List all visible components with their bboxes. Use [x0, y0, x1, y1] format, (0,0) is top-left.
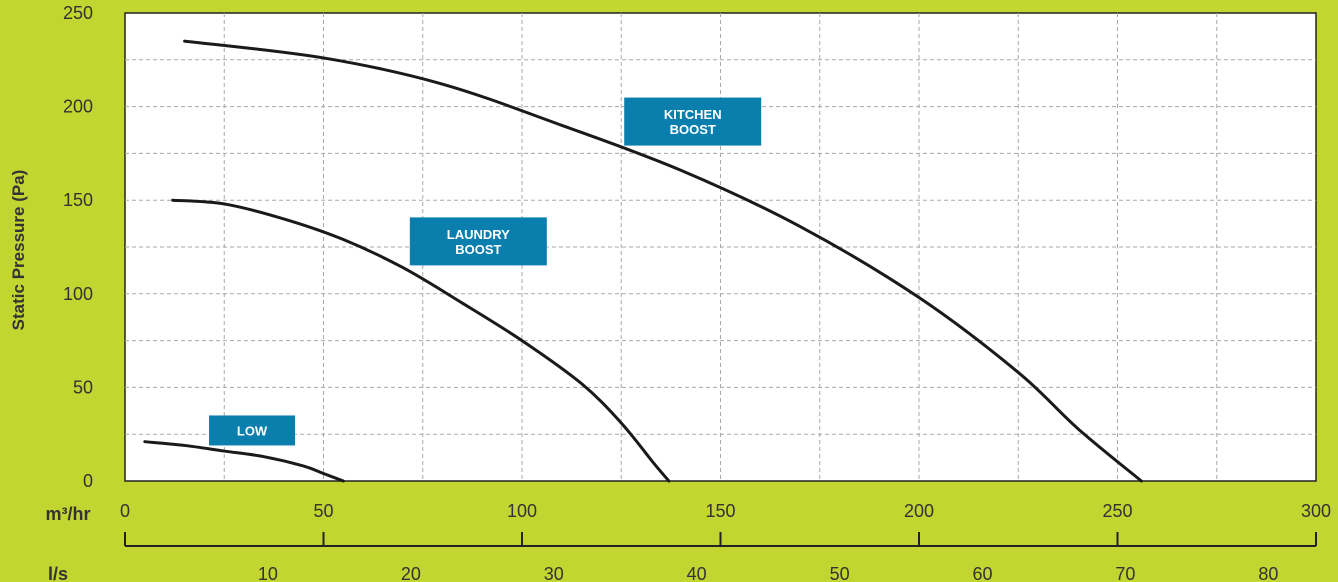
- x-secondary-unit-label: l/s: [48, 564, 68, 582]
- y-tick-label: 250: [63, 3, 93, 23]
- y-tick-label: 0: [83, 471, 93, 491]
- x-tick-label-ls: 40: [687, 564, 707, 582]
- x-tick-label-m3hr: 200: [904, 501, 934, 521]
- x-tick-label-ls: 30: [544, 564, 564, 582]
- curve-low: [143, 440, 345, 483]
- x-tick-label-m3hr: 150: [705, 501, 735, 521]
- y-tick-label: 50: [73, 377, 93, 397]
- series-label-text: LOW: [237, 423, 268, 438]
- x-tick-label-ls: 20: [401, 564, 421, 582]
- series-label-text: KITCHEN: [664, 107, 722, 122]
- x-tick-label-ls: 10: [258, 564, 278, 582]
- series-label-box: [624, 97, 762, 146]
- series-label-box: [209, 415, 296, 446]
- x-tick-label-ls: 50: [830, 564, 850, 582]
- y-axis-title: Static Pressure (Pa): [9, 170, 28, 331]
- y-tick-label: 200: [63, 97, 93, 117]
- x-tick-label-ls: 60: [973, 564, 993, 582]
- series-label-box: [409, 217, 547, 266]
- x-tick-label-m3hr: 250: [1102, 501, 1132, 521]
- x-tick-label-ls: 80: [1258, 564, 1278, 582]
- x-tick-label-m3hr: 0: [120, 501, 130, 521]
- y-tick-label: 150: [63, 190, 93, 210]
- curve-laundry-boost: [171, 198, 671, 483]
- x-primary-unit-label: m³/hr: [46, 504, 91, 524]
- series-label-text: BOOST: [455, 242, 501, 257]
- series-label-text: BOOST: [670, 122, 716, 137]
- x-tick-label-m3hr: 300: [1301, 501, 1331, 521]
- curve-kitchen-boost: [183, 39, 1143, 483]
- y-tick-label: 100: [63, 284, 93, 304]
- series-label-low: LOW: [209, 415, 296, 446]
- series-label-text: LAUNDRY: [447, 227, 510, 242]
- x-tick-label-m3hr: 50: [313, 501, 333, 521]
- x-tick-label-ls: 70: [1115, 564, 1135, 582]
- x-tick-label-m3hr: 100: [507, 501, 537, 521]
